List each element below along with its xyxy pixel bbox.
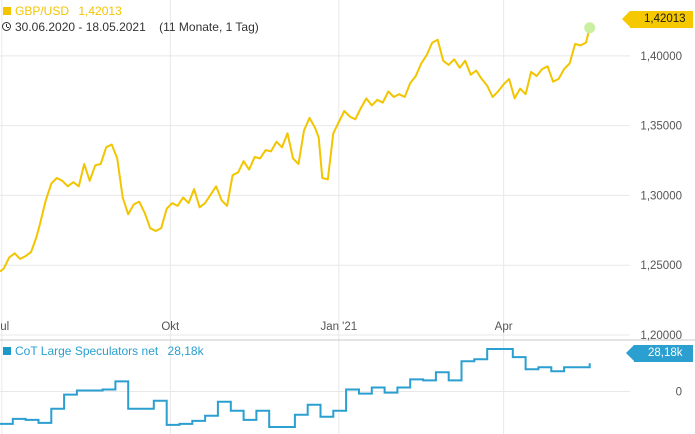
tick-labels: 1,20000 1,25000 1,30000 1,35000 1,40000 Jul Ok…	[0, 51, 682, 399]
x-tick-label: Okt	[161, 321, 180, 333]
indicator-legend-value: 28,18k	[167, 344, 204, 358]
date-range-info: 30.06.2020 - 18.05.2021 (11 Monate, 1 Ta…	[15, 20, 269, 34]
price-y-tick-label: 1,25000	[640, 260, 682, 272]
price-last-value-tag: 1,42013	[622, 11, 693, 28]
cot-chart	[0, 348, 591, 428]
price-y-tick-label: 1,40000	[640, 51, 682, 63]
price-legend-symbol: GBP/USD	[15, 4, 70, 18]
price-series-line	[0, 27, 591, 273]
date-range-text: 30.06.2020 - 18.05.2021	[15, 20, 146, 34]
indicator-last-value-tag: 28,18k	[626, 345, 693, 362]
price-legend[interactable]: GBP/USD 1,42013	[15, 4, 128, 18]
grid-layer	[0, 0, 630, 434]
price-legend-swatch	[3, 7, 11, 15]
cot-y-tick-label: 0	[676, 387, 682, 399]
price-y-tick-label: 1,20000	[640, 330, 682, 342]
x-tick-label: Jul	[0, 321, 9, 333]
price-legend-value: 1,42013	[78, 4, 122, 18]
x-tick-label: Jan '21	[320, 321, 357, 333]
indicator-legend[interactable]: CoT Large Speculators net 28,18k	[15, 344, 210, 358]
indicator-legend-name: CoT Large Speculators net	[15, 344, 159, 358]
duration-text: (11 Monate, 1 Tag)	[159, 20, 259, 34]
clock-icon	[2, 22, 11, 31]
indicator-legend-swatch	[3, 347, 11, 355]
price-chart	[0, 22, 596, 273]
cot-series-line	[0, 348, 591, 428]
last-price-marker	[584, 22, 596, 34]
price-y-tick-label: 1,35000	[640, 121, 682, 133]
x-tick-label: Apr	[495, 321, 513, 333]
price-y-tick-label: 1,30000	[640, 190, 682, 202]
